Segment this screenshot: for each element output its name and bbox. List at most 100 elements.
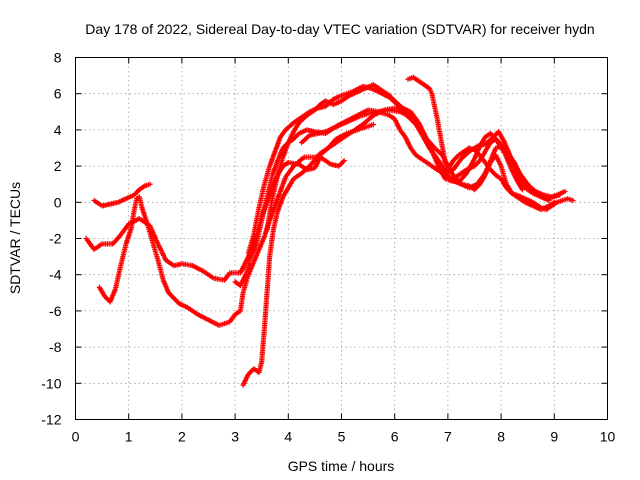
data-point-markers [270, 210, 280, 232]
data-point-markers [493, 136, 503, 150]
series-day-2 [96, 121, 377, 328]
data-point-markers [296, 114, 309, 126]
data-point-markers [408, 145, 418, 157]
data-point-markers [514, 194, 526, 204]
data-point-markers [131, 188, 141, 198]
data-point-marker [557, 192, 563, 198]
data-point-markers [256, 183, 267, 211]
data-point-markers [519, 176, 530, 188]
data-point-markers [463, 157, 477, 176]
data-point-markers [429, 163, 441, 173]
data-point-marker [570, 197, 576, 204]
data-point-markers [136, 184, 146, 193]
data-point-markers [243, 255, 254, 278]
data-point-markers [163, 257, 175, 268]
x-tick-label: 8 [497, 429, 505, 445]
x-tick-label: 1 [125, 429, 133, 445]
data-point-markers [317, 144, 332, 156]
data-point-markers [466, 182, 479, 191]
y-tick-label: -8 [49, 339, 62, 355]
data-point-markers [112, 264, 123, 292]
data-point-markers [525, 183, 537, 193]
data-point-markers [434, 116, 443, 135]
data-point-markers [118, 243, 129, 269]
data-point-markers [482, 141, 493, 155]
x-tick-label: 2 [178, 429, 186, 445]
data-point-markers [471, 159, 482, 169]
data-point-markers [248, 242, 259, 260]
x-tick-label: 0 [72, 429, 80, 445]
data-point-markers [237, 273, 248, 289]
data-point-markers [559, 196, 569, 204]
data-point-markers [123, 193, 135, 202]
data-point-markers [280, 160, 290, 169]
data-point-markers [365, 122, 375, 129]
data-point-markers [437, 167, 447, 180]
data-point-markers [445, 168, 455, 176]
x-tick-label: 7 [444, 429, 452, 445]
data-point-markers [227, 313, 237, 325]
data-point-markers [144, 221, 155, 243]
axis-ticks: 0 1 2 3 4 5 6 7 8 9 10 -12 -10 -8 -6 -4 -2 0 2 4 6 8 [41, 50, 615, 445]
data-point-markers [322, 98, 335, 107]
data-point-markers [155, 241, 168, 262]
data-point-markers [487, 167, 498, 177]
data-point-markers [107, 288, 118, 305]
data-point-markers [261, 292, 270, 332]
data-point-markers [509, 190, 519, 199]
data-point-markers [256, 360, 264, 375]
data-point-markers [299, 164, 311, 176]
y-tick-label: -12 [41, 412, 61, 428]
data-point-markers [458, 150, 471, 162]
data-point-markers [455, 172, 468, 185]
data-point-markers [232, 309, 242, 318]
data-point-markers [405, 112, 415, 123]
data-point-markers [538, 204, 550, 213]
data-point-markers [416, 78, 426, 87]
data-point-markers [421, 134, 432, 149]
data-point-markers [237, 261, 248, 276]
data-point-markers [184, 304, 199, 317]
series-day-3 [91, 181, 153, 209]
data-point-markers [546, 200, 556, 209]
data-point-markers [338, 119, 351, 128]
data-point-marker [546, 197, 552, 204]
data-point-markers [397, 109, 409, 118]
data-point-markers [487, 130, 498, 141]
data-point-markers [328, 137, 343, 149]
data-point-markers [455, 168, 468, 178]
data-point-markers [309, 154, 319, 160]
data-point-markers [259, 196, 270, 223]
chart-title: Day 178 of 2022, Sidereal Day-to-day VTE… [85, 21, 594, 37]
x-tick-label: 3 [231, 429, 239, 445]
data-point-markers [432, 103, 440, 120]
data-point-markers [437, 159, 448, 175]
data-point-markers [421, 158, 433, 168]
data-point-markers [533, 188, 545, 197]
data-point-markers [522, 196, 534, 205]
data-point-markers [514, 178, 525, 191]
data-point-markers [189, 263, 205, 273]
data-point-markers [216, 319, 231, 328]
data-point-markers [386, 92, 396, 103]
data-point-markers [432, 152, 442, 164]
data-point-markers [471, 183, 482, 193]
data-point-markers [466, 144, 479, 155]
data-point-markers [378, 87, 391, 97]
data-point-markers [416, 123, 426, 139]
data-point-markers [285, 130, 296, 146]
data-point-markers [362, 82, 375, 91]
data-point-markers [277, 128, 288, 140]
data-point-markers [442, 170, 453, 182]
data-point-markers [123, 226, 134, 247]
data-point-markers [410, 118, 420, 128]
data-point-markers [160, 277, 171, 294]
data-point-markers [83, 235, 96, 251]
data-point-markers [245, 234, 256, 256]
data-point-markers [312, 103, 322, 113]
data-point-markers [408, 109, 421, 124]
data-point-marker [341, 158, 347, 164]
data-point-markers [346, 90, 359, 99]
y-tick-label: 2 [54, 158, 62, 174]
